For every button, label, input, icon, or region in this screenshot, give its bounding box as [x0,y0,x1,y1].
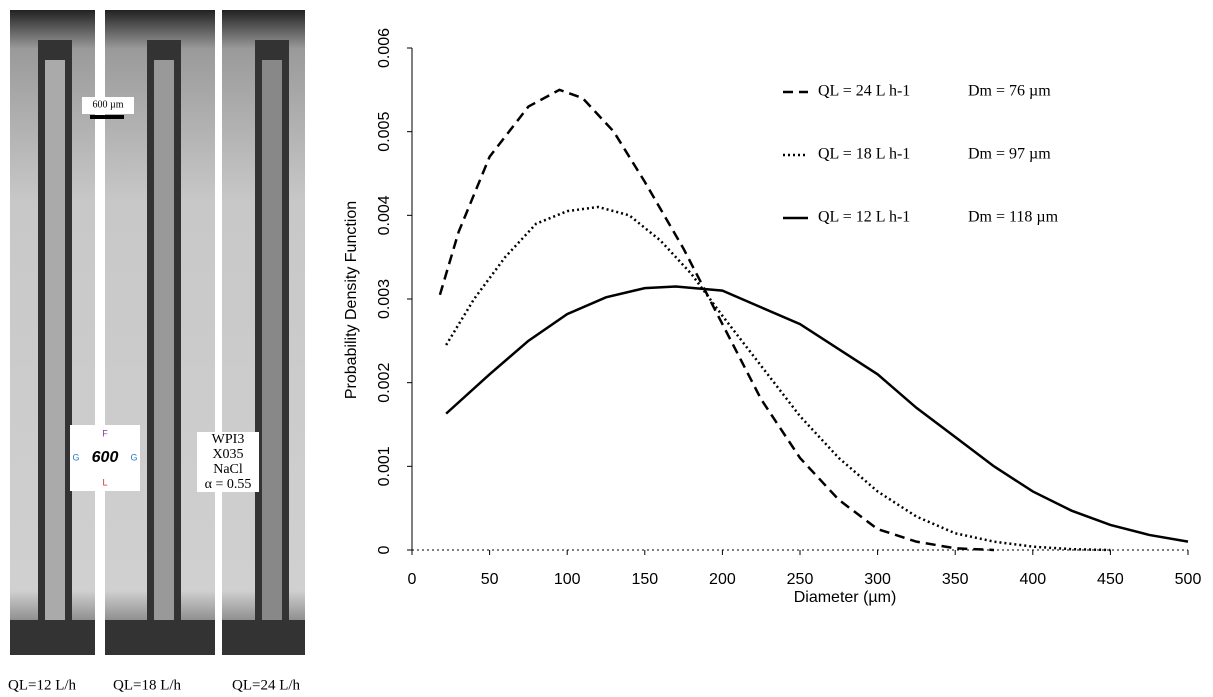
strip-label: QL=12 L/h [8,677,77,693]
legend-label: QL = 24 L h-1 [818,83,910,100]
condition-text: NaCl [213,462,243,477]
condition-text: WPI3 [212,432,245,447]
condition-text: α = 0.55 [205,477,252,492]
x-tick-label: 300 [864,571,891,588]
x-axis-label: Diameter (µm) [794,589,897,606]
y-tick-label: 0.004 [376,195,393,235]
x-tick-label: 0 [408,571,417,588]
logo-bottom: L [102,477,107,487]
y-tick-label: 0.001 [376,446,393,486]
photo-strips [10,10,305,655]
y-tick-label: 0.005 [376,112,393,152]
logo-left: G [72,452,79,462]
strip-labels: QL=12 L/h QL=18 L/h QL=24 L/h [8,677,301,693]
x-tick-label: 100 [554,571,581,588]
legend-dm: Dm = 118 µm [968,209,1059,226]
logo-top: F [102,428,108,438]
strip-label: QL=18 L/h [113,677,182,693]
x-tick-label: 150 [631,571,658,588]
series-line [445,205,1111,552]
condition-text: X035 [212,447,243,462]
y-tick-label: 0.006 [376,28,393,68]
series-line [445,285,1189,543]
y-axis-label: Probability Density Function [343,201,360,399]
y-tick-label: 0.003 [376,279,393,319]
scale-bar-label: 600 µm [92,99,123,110]
legend-dm: Dm = 76 µm [968,83,1051,100]
x-tick-label: 500 [1175,571,1202,588]
strip-label: QL=24 L/h [232,677,301,693]
logo-center: 600 [92,449,119,466]
logo-right: G [130,452,137,462]
x-tick-label: 50 [481,571,499,588]
legend-label: QL = 12 L h-1 [818,209,910,226]
x-tick-label: 250 [787,571,814,588]
x-tick-label: 450 [1097,571,1124,588]
chart: 0 0.001 0.002 0.003 0.004 0.005 0.006 0 50 100 150… [376,28,1201,588]
x-tick-label: 350 [942,571,969,588]
x-tick-label: 400 [1019,571,1046,588]
legend-label: QL = 18 L h-1 [818,146,910,163]
x-tick-label: 200 [709,571,736,588]
y-tick-label: 0.002 [376,363,393,403]
legend-dm: Dm = 97 µm [968,146,1051,163]
y-tick-label: 0 [376,545,393,554]
series-line [438,88,995,552]
